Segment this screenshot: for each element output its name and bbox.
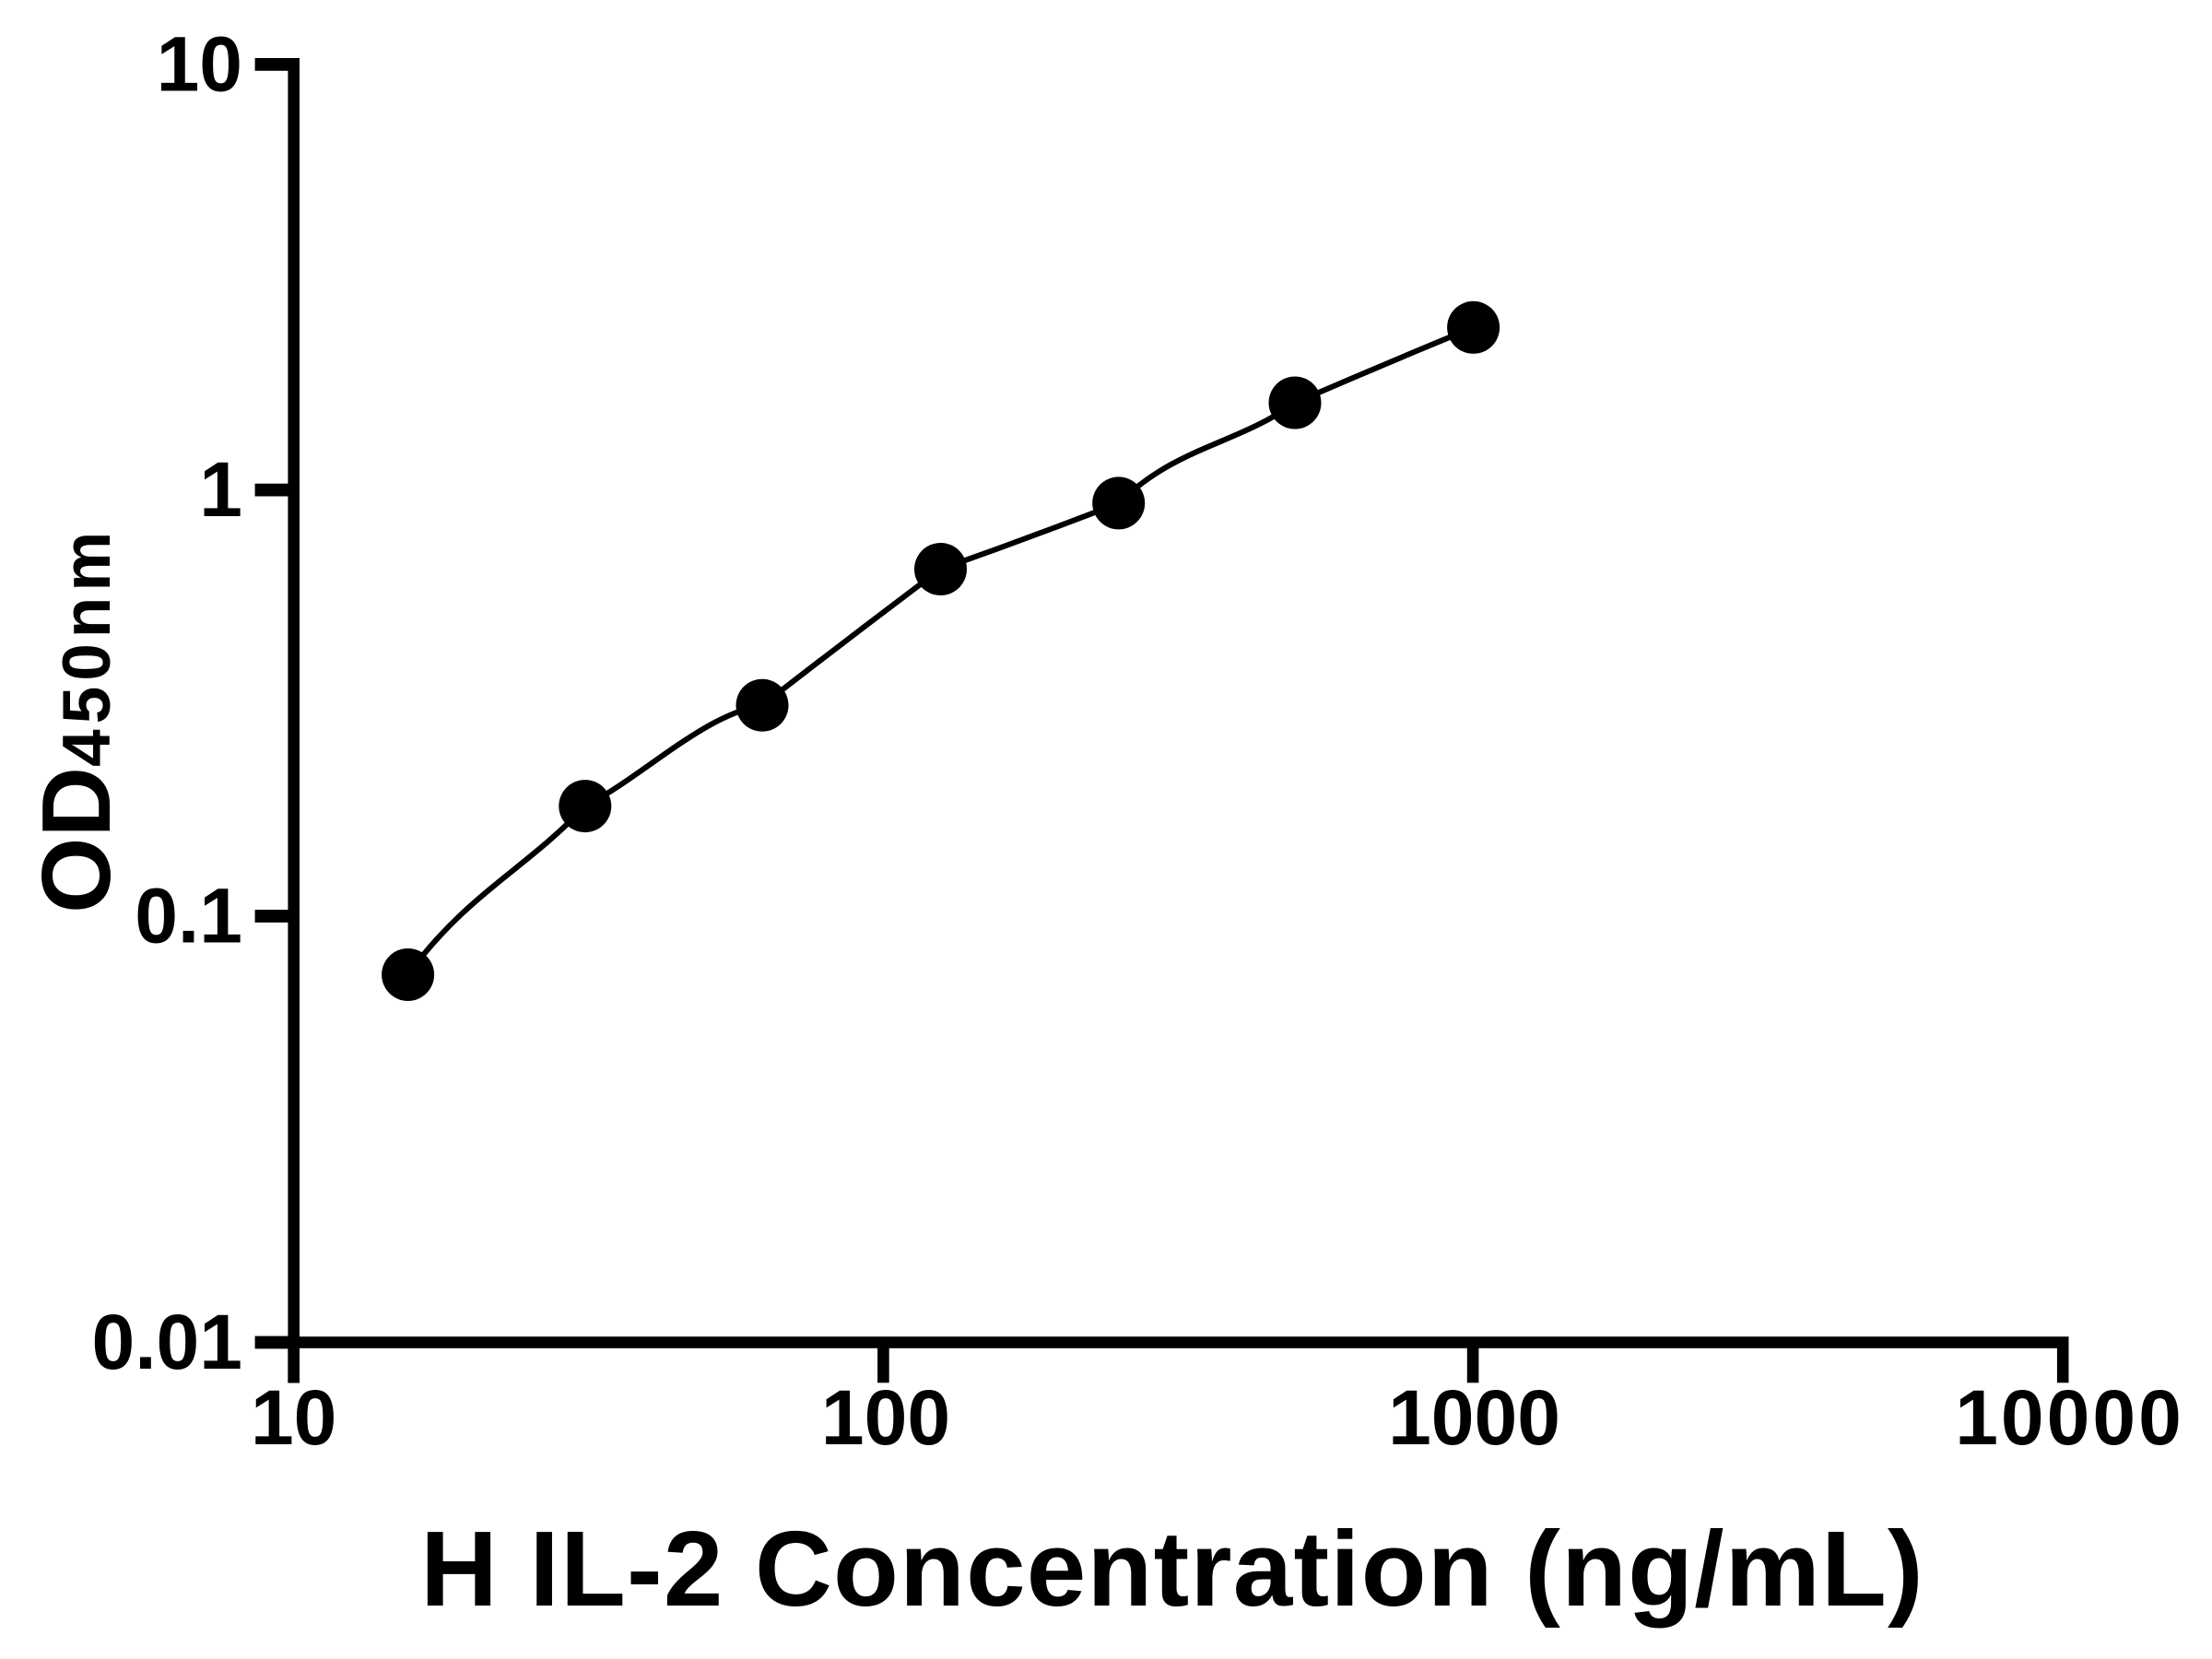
svg-text:0.1: 0.1 xyxy=(135,873,242,959)
svg-text:100: 100 xyxy=(821,1374,950,1461)
svg-text:10: 10 xyxy=(251,1374,336,1461)
svg-text:1000: 1000 xyxy=(1388,1374,1560,1461)
svg-text:0.01: 0.01 xyxy=(92,1299,243,1385)
svg-text:10: 10 xyxy=(157,21,242,108)
svg-text:1: 1 xyxy=(199,446,242,533)
svg-text:10000: 10000 xyxy=(1955,1374,2184,1461)
svg-text:H IL-2 Concentration (ng/mL): H IL-2 Concentration (ng/mL) xyxy=(420,1509,1924,1629)
